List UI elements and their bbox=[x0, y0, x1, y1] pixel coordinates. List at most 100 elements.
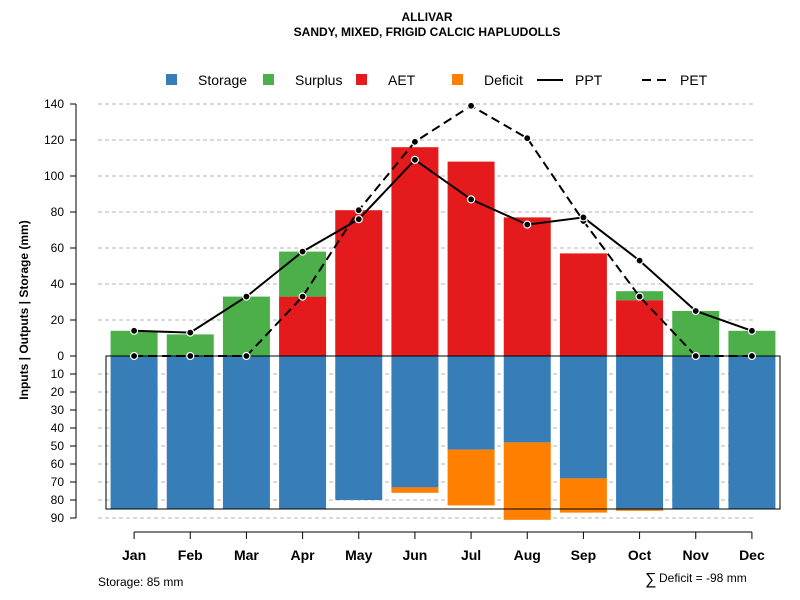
legend-label-surplus: Surplus bbox=[295, 72, 342, 88]
legend: Storage Surplus AET Deficit PPT PET bbox=[166, 72, 708, 88]
x-tick-label-jun: Jun bbox=[402, 547, 427, 563]
y-axis-label: Inputs | Outputs | Storage (mm) bbox=[17, 220, 31, 399]
bar-storage-mar bbox=[222, 356, 270, 509]
bar-aet-apr bbox=[279, 296, 327, 356]
x-tick-label-aug: Aug bbox=[514, 547, 541, 563]
bar-storage-may bbox=[335, 356, 383, 500]
y-tick-label: 20 bbox=[51, 385, 65, 399]
point-pet-jun bbox=[410, 137, 420, 146]
y-tick-label: 70 bbox=[51, 475, 65, 489]
bar-deficit-oct bbox=[616, 509, 664, 511]
deficit-sum-icon: ∑ bbox=[645, 571, 656, 588]
bar-storage-jun bbox=[391, 356, 439, 488]
bar-deficit-jul bbox=[447, 449, 495, 506]
bar-aet-aug bbox=[503, 217, 551, 356]
point-ppt-apr bbox=[298, 247, 307, 256]
x-tick-label-feb: Feb bbox=[178, 547, 203, 563]
bar-surplus-feb bbox=[166, 334, 214, 356]
legend-label-pet: PET bbox=[680, 72, 708, 88]
x-tick-label-oct: Oct bbox=[628, 547, 652, 563]
y-tick-label: 20 bbox=[51, 313, 65, 327]
storage-note: Storage: 85 mm bbox=[98, 575, 183, 589]
x-tick-label-jan: Jan bbox=[122, 547, 146, 563]
bars bbox=[105, 147, 781, 520]
bar-surplus-nov bbox=[672, 311, 720, 356]
point-ppt-aug bbox=[523, 220, 532, 229]
y-axis: 0 20 40 60 80 100 120 140 10 20 30 40 50 60 70 80 90 bbox=[44, 97, 77, 525]
legend-swatch-deficit bbox=[452, 74, 463, 85]
y-tick-label: 80 bbox=[51, 493, 65, 507]
y-tick-label: 120 bbox=[44, 133, 64, 147]
point-ppt-may bbox=[354, 215, 363, 224]
deficit-note: Deficit = -98 mm bbox=[659, 571, 747, 585]
line-ppt bbox=[134, 158, 753, 334]
bar-aet-jul bbox=[447, 161, 495, 356]
x-tick-label-nov: Nov bbox=[683, 547, 710, 563]
legend-label-storage: Storage bbox=[198, 72, 247, 88]
chart-title: ALLIVAR bbox=[401, 10, 452, 24]
point-pet-oct bbox=[635, 292, 644, 301]
legend-label-ppt: PPT bbox=[575, 72, 603, 88]
y-tick-label: 60 bbox=[51, 457, 65, 471]
point-pet-may bbox=[354, 206, 363, 215]
point-ppt-jan bbox=[129, 326, 139, 335]
bar-deficit-jun bbox=[391, 487, 439, 493]
bar-aet-sep bbox=[559, 253, 607, 356]
bar-surplus-mar bbox=[222, 296, 270, 356]
point-pet-jul bbox=[466, 101, 476, 110]
bar-aet-oct bbox=[616, 300, 664, 356]
y-tick-label: 90 bbox=[51, 511, 65, 525]
lines bbox=[129, 101, 757, 361]
x-tick-label-sep: Sep bbox=[571, 547, 597, 563]
y-tick-label: 60 bbox=[51, 241, 65, 255]
bar-storage-dec bbox=[728, 356, 776, 509]
legend-label-aet: AET bbox=[388, 72, 416, 88]
storage-capacity-box bbox=[105, 355, 781, 510]
point-pet-feb bbox=[186, 351, 195, 361]
x-tick-label-dec: Dec bbox=[739, 547, 765, 563]
y-tick-label: 140 bbox=[44, 97, 64, 111]
legend-label-deficit: Deficit bbox=[484, 72, 523, 88]
bar-storage-jul bbox=[447, 356, 495, 450]
y-tick-label: 80 bbox=[51, 205, 65, 219]
bar-deficit-aug bbox=[503, 442, 551, 520]
y-tick-label: 50 bbox=[51, 439, 65, 453]
chart-subtitle: SANDY, MIXED, FRIGID CALCIC HAPLUDOLLS bbox=[294, 25, 561, 39]
bar-surplus-jan bbox=[110, 330, 158, 356]
legend-swatch-storage bbox=[166, 74, 177, 85]
point-ppt-nov bbox=[691, 306, 700, 316]
bar-storage-apr bbox=[279, 356, 327, 509]
bar-aet-jun bbox=[391, 147, 439, 356]
point-ppt-sep bbox=[579, 213, 588, 222]
y-tick-label: 30 bbox=[51, 403, 65, 417]
bar-aet-may bbox=[335, 210, 383, 356]
bar-storage-nov bbox=[672, 356, 720, 509]
bar-storage-aug bbox=[503, 356, 551, 443]
point-ppt-jul bbox=[466, 195, 476, 204]
point-pet-apr bbox=[298, 292, 307, 301]
bar-storage-jan bbox=[110, 356, 158, 509]
point-ppt-oct bbox=[635, 256, 644, 265]
y-tick-label: 40 bbox=[51, 421, 65, 435]
point-ppt-feb bbox=[186, 328, 195, 337]
legend-swatch-surplus bbox=[263, 74, 274, 85]
x-tick-label-may: May bbox=[345, 547, 372, 563]
x-tick-label-mar: Mar bbox=[234, 547, 259, 563]
point-pet-nov bbox=[691, 351, 700, 361]
point-pet-aug bbox=[523, 134, 532, 143]
y-tick-label: 100 bbox=[44, 169, 64, 183]
point-ppt-mar bbox=[242, 292, 251, 301]
point-pet-jan bbox=[129, 351, 139, 361]
bar-surplus-dec bbox=[728, 330, 776, 356]
point-ppt-dec bbox=[747, 326, 757, 335]
y-tick-label: 10 bbox=[51, 367, 65, 381]
y-tick-label: 0 bbox=[57, 349, 64, 363]
x-tick-label-apr: Apr bbox=[291, 547, 316, 563]
x-axis: Jan Feb Mar Apr May Jun Jul Aug Sep Oct Nov Dec bbox=[122, 531, 765, 563]
point-pet-dec bbox=[747, 351, 757, 361]
bar-storage-oct bbox=[616, 356, 664, 509]
line-pet bbox=[134, 104, 752, 357]
point-pet-mar bbox=[242, 351, 251, 361]
point-ppt-jun bbox=[410, 155, 420, 164]
